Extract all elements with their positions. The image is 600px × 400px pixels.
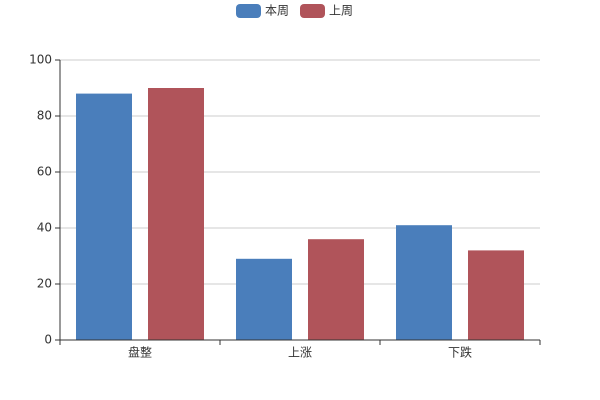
bar (148, 88, 204, 340)
x-tick-label: 上涨 (288, 345, 312, 360)
x-tick-label: 下跌 (448, 345, 472, 360)
bar (236, 258, 292, 340)
x-tick-label: 盘整 (128, 345, 152, 360)
legend-swatch (236, 4, 261, 18)
y-tick-label: 0 (44, 333, 52, 347)
legend-label: 本周 (265, 4, 289, 18)
y-tick-label: 60 (37, 165, 52, 179)
legend-swatch (300, 4, 325, 18)
legend-label: 上周 (329, 4, 353, 18)
bar (468, 250, 524, 340)
y-tick-label: 40 (37, 221, 52, 235)
y-tick-label: 20 (37, 277, 52, 291)
y-tick-label: 80 (37, 109, 52, 123)
y-tick-label: 100 (29, 53, 52, 67)
bar (308, 239, 364, 340)
bar (396, 225, 452, 340)
bar (76, 93, 132, 340)
